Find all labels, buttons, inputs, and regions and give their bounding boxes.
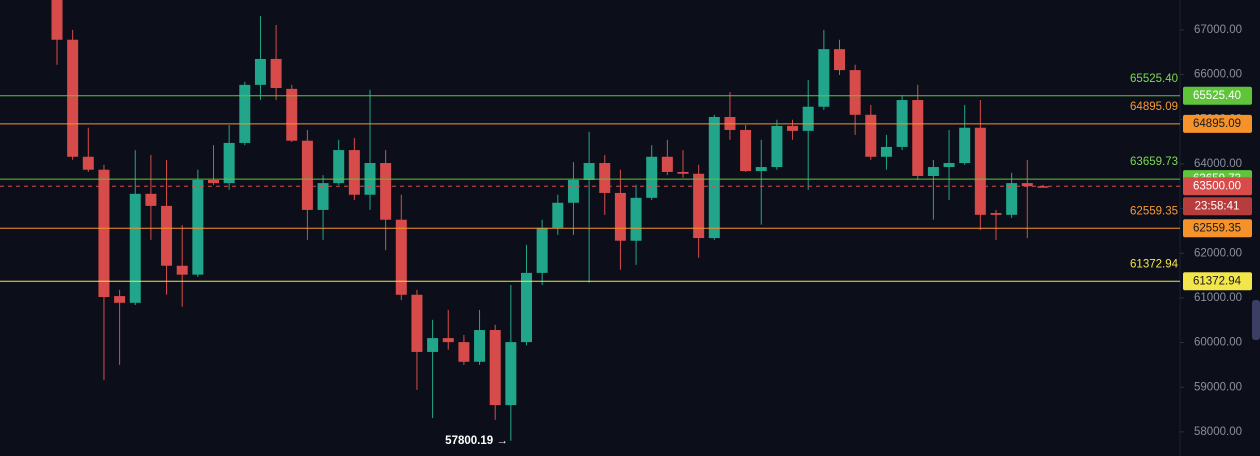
countdown-label: 23:58:41 [1195,200,1240,212]
candle-body [661,156,673,172]
candle-body [458,342,470,362]
candle-body [1037,186,1049,188]
candle-body [693,173,705,239]
countdown-tag [1183,197,1252,216]
candle-body [270,58,282,88]
candle-body [974,127,986,215]
level-tag-label: 61372.94 [1193,275,1242,287]
candle-body [521,272,532,343]
candle-body [614,192,626,241]
candle-body [834,49,845,71]
scroll-handle[interactable] [1252,300,1260,340]
level-tag [1183,272,1252,291]
candle-body [239,84,251,143]
candle-body [787,125,799,131]
candle-body [411,294,423,352]
candle-body [818,49,830,107]
candle-body [646,156,658,198]
current-price-label: 63500.00 [1193,180,1241,192]
candle-body [567,179,579,203]
y-tick-label: 66000.00 [1194,69,1242,81]
candle-body [442,338,454,343]
candle-body [208,179,219,184]
candle-body [395,219,407,295]
y-tick-label: 58000.00 [1194,426,1242,438]
candle-body [145,193,157,206]
candle-body [755,167,767,172]
candle-body [474,330,486,362]
candle-body [849,70,861,115]
candle-body [552,202,564,228]
candle-body [1006,183,1018,215]
level-tag-label: 64895.09 [1193,118,1241,130]
candle-body [114,296,126,303]
candle-body [1021,183,1033,187]
candle-body [708,117,720,239]
candle-body [912,100,924,176]
candle-body [129,193,141,303]
level-label: 63659.73 [1130,156,1178,168]
candle-body [489,330,501,406]
candle-body [802,106,814,131]
y-tick-label: 59000.00 [1194,381,1242,393]
plot-area [0,0,1180,441]
candle-body [223,142,235,184]
level-tag-label: 62559.35 [1193,222,1241,234]
candle-body [959,127,971,164]
candle-body [254,58,266,85]
candle-body [505,342,517,406]
candle-body [348,150,360,195]
candle-body [317,183,329,210]
y-tick-label: 60000.00 [1194,337,1242,349]
candle-body [67,39,79,157]
candle-body [927,167,939,176]
y-tick-label: 61000.00 [1194,292,1242,304]
level-label: 64895.09 [1130,101,1178,113]
candle-body [82,156,94,170]
y-tick-label: 64000.00 [1194,158,1242,170]
candle-body [51,0,63,40]
candle-body [740,129,752,172]
low-marker: 57800.19 → [445,435,508,447]
y-tick-label: 62000.00 [1194,247,1242,259]
candle-body [333,150,345,184]
candle-body [677,171,689,174]
candle-body [943,163,955,168]
candle-body [98,169,110,298]
level-tag [1183,219,1252,238]
candle-body [301,140,313,210]
candle-body [771,125,783,168]
y-tick-label: 67000.00 [1194,24,1242,36]
candle-body [880,146,892,157]
level-label: 62559.35 [1130,205,1178,217]
level-tag [1183,86,1252,105]
candle-body [865,114,877,157]
candle-body [176,265,188,275]
candle-body [536,227,548,273]
level-tag-label: 65525.40 [1193,90,1241,102]
candle-body [599,163,611,193]
level-label: 61372.94 [1130,258,1179,270]
candle-body [192,179,204,275]
candle-body [161,205,173,266]
level-tag [1183,114,1252,133]
candle-body [583,163,595,180]
candle-body [286,88,298,141]
candle-body [630,197,642,241]
level-label: 65525.40 [1130,73,1178,85]
candle-body [990,213,1002,215]
candle-body [427,338,439,352]
candle-body [380,163,392,220]
current-price-tag [1183,177,1252,196]
